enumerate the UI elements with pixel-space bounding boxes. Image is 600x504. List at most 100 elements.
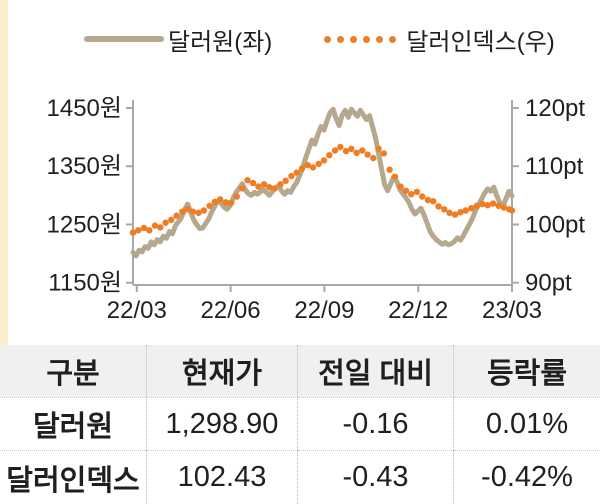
usdkrw-line bbox=[130, 106, 515, 259]
right-axis-label: 110pt bbox=[525, 153, 584, 180]
dollar-index-dot bbox=[135, 227, 142, 234]
dollar-index-dot bbox=[195, 209, 202, 216]
right-axis-label: 100pt bbox=[525, 211, 585, 238]
x-axis-label: 23/03 bbox=[482, 297, 542, 324]
dollar-index-dot bbox=[309, 164, 317, 171]
table-header-cell: 구분 bbox=[0, 345, 147, 397]
dollar-index-dot bbox=[386, 166, 393, 173]
dollar-index-dot bbox=[288, 172, 295, 180]
dollar-index-dot bbox=[255, 183, 262, 190]
dollar-index-dot bbox=[364, 151, 371, 158]
dollar-index-dot bbox=[249, 179, 257, 187]
dollar-index-dot bbox=[419, 193, 426, 200]
dollar-index-dot bbox=[260, 181, 268, 188]
dollar-index-dot bbox=[397, 183, 404, 190]
dollar-index-dot bbox=[179, 208, 186, 215]
dollar-index-dot bbox=[402, 187, 410, 194]
dollar-index-dot bbox=[239, 185, 246, 192]
right-axis-label: 90pt bbox=[525, 270, 572, 297]
table-cell-dollar-index-change: -0.43 bbox=[298, 450, 454, 504]
dollar-index-dot bbox=[441, 206, 448, 213]
legend-label-dollar-index: 달러인덱스(우) bbox=[406, 28, 555, 56]
dollar-index-dot bbox=[168, 216, 175, 223]
legend-label-usdkrw: 달러원(좌) bbox=[168, 28, 273, 56]
dollar-index-dot bbox=[500, 204, 508, 211]
dollar-index-dot bbox=[337, 143, 344, 151]
dollar-index-dot bbox=[508, 207, 516, 214]
dollar-index-dot bbox=[189, 208, 197, 215]
left-axis-label: 1150원 bbox=[48, 270, 122, 297]
table-header-cell: 현재가 bbox=[147, 345, 298, 397]
dollar-index-dot bbox=[298, 165, 306, 172]
table-cell-dollar-index-change-pct: -0.42% bbox=[454, 450, 600, 504]
dollar-index-dot bbox=[380, 150, 388, 157]
dollar-index-dot bbox=[315, 160, 322, 168]
dollar-index-dot bbox=[370, 154, 377, 162]
dollar-index-dot bbox=[184, 206, 191, 213]
dollar-index-dot bbox=[348, 145, 355, 152]
dollar-index-dot bbox=[353, 149, 360, 156]
x-axis-label: 22/09 bbox=[294, 297, 354, 324]
row-label-dollar-index: 달러인덱스 bbox=[0, 450, 147, 504]
dollar-index-dot bbox=[457, 209, 464, 216]
dollar-index-dot bbox=[320, 157, 328, 164]
dollar-index-dot bbox=[430, 198, 437, 205]
fx-table: 구분 현재가 전일 대비 등락률 달러원 1,298.90 -0.16 0.01… bbox=[0, 345, 600, 504]
dollar-index-dot bbox=[479, 200, 486, 208]
dollar-index-dot bbox=[129, 229, 137, 236]
dollar-index-dot bbox=[200, 207, 208, 214]
dollar-index-dot bbox=[206, 202, 213, 209]
dollar-index-dot bbox=[424, 196, 432, 204]
dollar-index-dot bbox=[211, 198, 219, 205]
dollar-index-dot bbox=[140, 224, 148, 232]
dollar-index-dot bbox=[151, 222, 159, 229]
dollar-index-dot bbox=[462, 207, 469, 214]
dollar-index-dot bbox=[222, 199, 230, 206]
dollar-index-dot bbox=[446, 209, 453, 216]
dollar-index-dot bbox=[495, 202, 502, 209]
table-cell-usdkrw-price: 1,298.90 bbox=[147, 397, 298, 450]
dollar-index-dot bbox=[146, 227, 153, 234]
table-cell-usdkrw-change-pct: 0.01% bbox=[454, 397, 600, 450]
dollar-index-dot bbox=[342, 147, 350, 155]
chart-legend: 달러원(좌) 달러인덱스(우) bbox=[84, 24, 555, 56]
dollar-index-dot bbox=[157, 224, 164, 231]
dollar-index-dot bbox=[271, 185, 278, 192]
dollar-index-dot bbox=[162, 219, 169, 226]
dollar-index-dot bbox=[266, 184, 273, 191]
dollar-index-dot bbox=[451, 211, 459, 218]
dollar-index-dot bbox=[473, 202, 480, 209]
dollar-index-dot bbox=[228, 199, 235, 207]
dollar-index-dot bbox=[326, 152, 333, 159]
dollar-index-dot bbox=[293, 169, 300, 176]
dollar-index-dot bbox=[468, 205, 475, 212]
usdkrw-line-swatch-icon bbox=[84, 36, 164, 42]
dollar-index-dot bbox=[375, 145, 382, 152]
table-header-cell: 등락률 bbox=[454, 345, 600, 397]
left-axis-label: 1450원 bbox=[47, 95, 122, 122]
dollar-index-dot bbox=[331, 147, 339, 154]
dollar-index-dot bbox=[489, 200, 497, 207]
dollar-index-dot bbox=[484, 202, 491, 209]
left-axis-label: 1250원 bbox=[47, 211, 122, 238]
table-header-cell: 전일 대비 bbox=[298, 345, 454, 397]
dollar-index-dot bbox=[391, 173, 399, 180]
left-accent-strip bbox=[0, 0, 8, 345]
dollar-index-dot bbox=[408, 191, 415, 198]
dollar-index-dot bbox=[435, 203, 442, 210]
dollar-index-dot bbox=[244, 177, 251, 184]
dollar-index-dot bbox=[277, 181, 284, 188]
dollar-index-dot bbox=[359, 147, 366, 154]
left-axis-label: 1350원 bbox=[47, 153, 122, 180]
fx-chart: 1450원1350원1250원1150원120pt110pt100pt90pt2… bbox=[47, 95, 586, 324]
right-axis-label: 120pt bbox=[525, 95, 585, 122]
dollar-index-dot bbox=[217, 196, 224, 203]
x-axis-label: 22/12 bbox=[388, 297, 448, 324]
dollar-index-dot bbox=[173, 212, 180, 219]
dollar-index-dots-swatch-icon bbox=[324, 35, 397, 43]
dollar-index-dot bbox=[233, 193, 240, 200]
table-cell-usdkrw-change: -0.16 bbox=[298, 397, 454, 450]
row-label-usdkrw: 달러원 bbox=[0, 397, 147, 450]
dollar-index-dot bbox=[304, 161, 311, 169]
table-cell-dollar-index-price: 102.43 bbox=[147, 450, 298, 504]
